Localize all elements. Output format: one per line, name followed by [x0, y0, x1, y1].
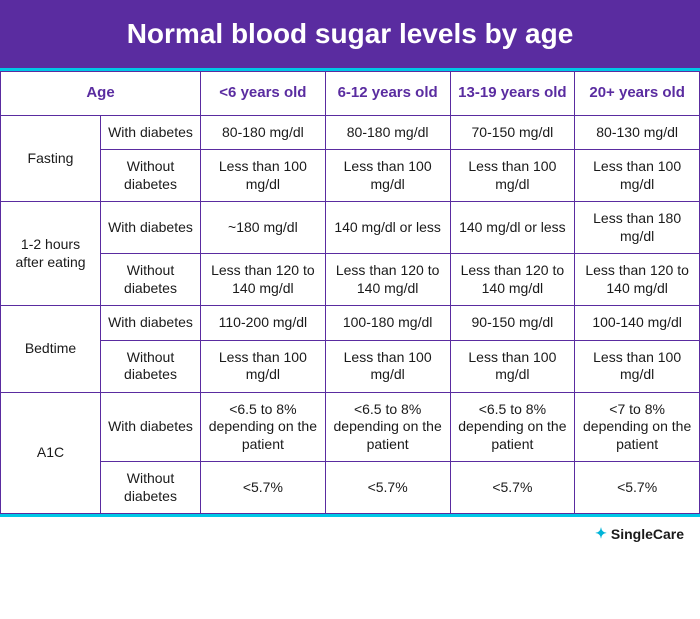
cell: Less than 120 to 140 mg/dl: [325, 254, 450, 306]
table-header-row: Age <6 years old 6-12 years old 13-19 ye…: [1, 72, 700, 116]
brand-logo: ✦ SingleCare: [595, 525, 684, 542]
cell: Less than 120 to 140 mg/dl: [450, 254, 575, 306]
cell: 80-180 mg/dl: [325, 115, 450, 150]
cell: <6.5 to 8% depending on the patient: [450, 392, 575, 462]
title-text: Normal blood sugar levels by age: [127, 18, 574, 49]
cell: Less than 100 mg/dl: [575, 340, 700, 392]
sub-label: With diabetes: [101, 306, 201, 341]
col-header: 6-12 years old: [325, 72, 450, 116]
cell: ~180 mg/dl: [201, 202, 326, 254]
brand-name: SingleCare: [611, 526, 684, 542]
cell: Less than 100 mg/dl: [450, 340, 575, 392]
col-header: <6 years old: [201, 72, 326, 116]
cell: <5.7%: [450, 462, 575, 514]
cell: 110-200 mg/dl: [201, 306, 326, 341]
cell: <6.5 to 8% depending on the patient: [201, 392, 326, 462]
cell: Less than 180 mg/dl: [575, 202, 700, 254]
section-label: 1-2 hours after eating: [1, 202, 101, 306]
sub-label: Without diabetes: [101, 254, 201, 306]
sub-label: Without diabetes: [101, 340, 201, 392]
sub-label: With diabetes: [101, 115, 201, 150]
cell: <5.7%: [325, 462, 450, 514]
section-label: Bedtime: [1, 306, 101, 393]
cell: 80-180 mg/dl: [201, 115, 326, 150]
cell: 80-130 mg/dl: [575, 115, 700, 150]
cell: 100-140 mg/dl: [575, 306, 700, 341]
cell: Less than 100 mg/dl: [575, 150, 700, 202]
table-row: Without diabetes Less than 100 mg/dl Les…: [1, 340, 700, 392]
cell: 140 mg/dl or less: [325, 202, 450, 254]
cell: <5.7%: [201, 462, 326, 514]
blood-sugar-table: Age <6 years old 6-12 years old 13-19 ye…: [0, 71, 700, 514]
cell: 90-150 mg/dl: [450, 306, 575, 341]
table-row: 1-2 hours after eating With diabetes ~18…: [1, 202, 700, 254]
table-body: Fasting With diabetes 80-180 mg/dl 80-18…: [1, 115, 700, 514]
section-label: A1C: [1, 392, 101, 514]
cell: Less than 100 mg/dl: [325, 150, 450, 202]
cell: 100-180 mg/dl: [325, 306, 450, 341]
sub-label: With diabetes: [101, 392, 201, 462]
table-row: Without diabetes Less than 120 to 140 mg…: [1, 254, 700, 306]
cell: 70-150 mg/dl: [450, 115, 575, 150]
table-row: A1C With diabetes <6.5 to 8% depending o…: [1, 392, 700, 462]
col-header: 20+ years old: [575, 72, 700, 116]
sub-label: Without diabetes: [101, 150, 201, 202]
sub-label: With diabetes: [101, 202, 201, 254]
cell: Less than 100 mg/dl: [450, 150, 575, 202]
cell: <7 to 8% depending on the patient: [575, 392, 700, 462]
sub-label: Without diabetes: [101, 462, 201, 514]
cell: <5.7%: [575, 462, 700, 514]
col-header: 13-19 years old: [450, 72, 575, 116]
cell: Less than 120 to 140 mg/dl: [575, 254, 700, 306]
cell: Less than 100 mg/dl: [325, 340, 450, 392]
section-label: Fasting: [1, 115, 101, 202]
table-row: Bedtime With diabetes 110-200 mg/dl 100-…: [1, 306, 700, 341]
cell: <6.5 to 8% depending on the patient: [325, 392, 450, 462]
table-row: Fasting With diabetes 80-180 mg/dl 80-18…: [1, 115, 700, 150]
title-banner: Normal blood sugar levels by age: [0, 0, 700, 71]
cell: Less than 100 mg/dl: [201, 150, 326, 202]
footer-bar: ✦ SingleCare: [0, 514, 700, 553]
cell: Less than 120 to 140 mg/dl: [201, 254, 326, 306]
cell: Less than 100 mg/dl: [201, 340, 326, 392]
age-header: Age: [1, 72, 201, 116]
table-row: Without diabetes Less than 100 mg/dl Les…: [1, 150, 700, 202]
brand-star-icon: ✦: [595, 525, 607, 542]
cell: 140 mg/dl or less: [450, 202, 575, 254]
table-row: Without diabetes <5.7% <5.7% <5.7% <5.7%: [1, 462, 700, 514]
